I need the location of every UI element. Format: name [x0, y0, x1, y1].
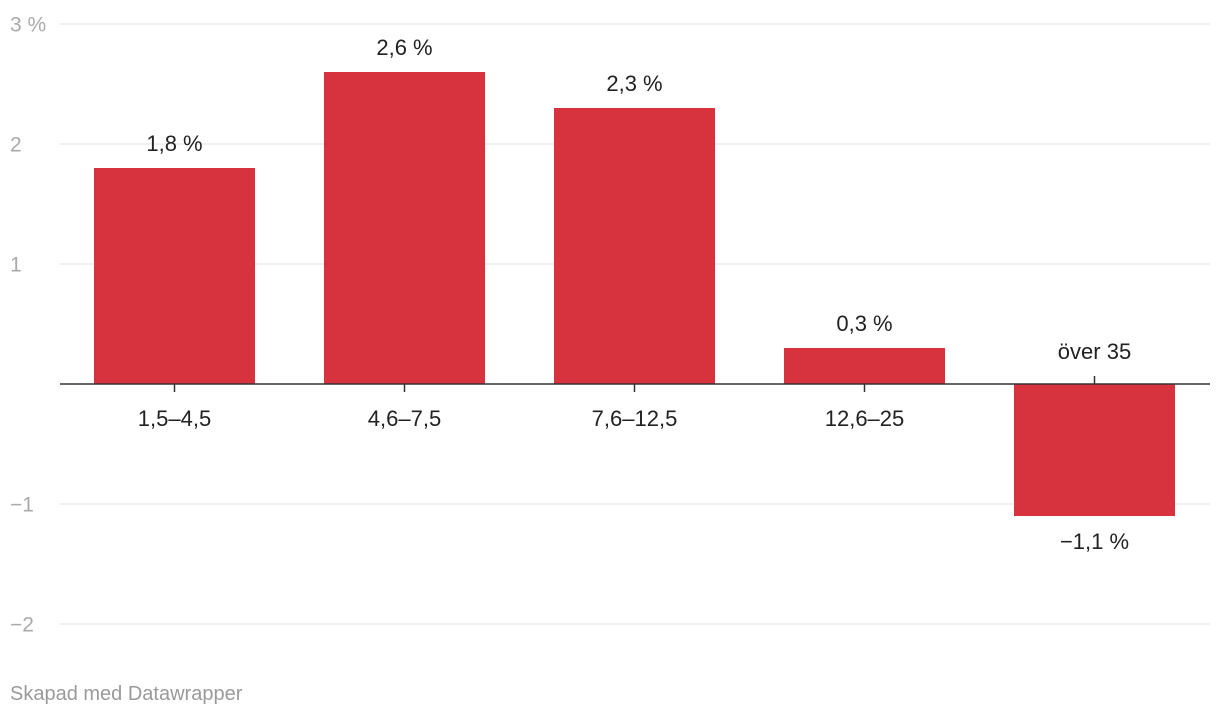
data-label: 2,6 %: [376, 35, 432, 60]
bar: [1014, 384, 1175, 516]
data-label: 2,3 %: [606, 71, 662, 96]
y-tick-label: −2: [10, 613, 34, 636]
x-tick-label: 12,6–25: [825, 406, 905, 431]
y-tick-label: 3 %: [10, 13, 46, 36]
data-label: −1,1 %: [1060, 529, 1129, 554]
x-tick-label: 7,6–12,5: [592, 406, 678, 431]
data-label: 0,3 %: [836, 311, 892, 336]
bar: [784, 348, 945, 384]
bar: [324, 72, 485, 384]
y-tick-label: 2: [10, 133, 22, 156]
credit-text: Skapad med Datawrapper: [10, 683, 243, 705]
bar: [554, 108, 715, 384]
labels: 1,8 % 2,6 % 2,3 % 0,3 % −1,1 %: [146, 35, 1129, 554]
x-tick-label: 1,5–4,5: [138, 406, 211, 431]
x-axis: 1,5–4,5 4,6–7,5 7,6–12,5 12,6–25 över 35: [60, 339, 1210, 431]
bar: [94, 168, 255, 384]
x-tick-label: 4,6–7,5: [368, 406, 441, 431]
y-axis-labels: 3 % 2 1 −1 −2: [10, 13, 46, 636]
x-tick-label: över 35: [1058, 339, 1131, 364]
y-tick-label: 1: [10, 253, 22, 276]
bars: [94, 72, 1175, 516]
y-tick-label: −1: [10, 493, 34, 516]
data-label: 1,8 %: [146, 131, 202, 156]
